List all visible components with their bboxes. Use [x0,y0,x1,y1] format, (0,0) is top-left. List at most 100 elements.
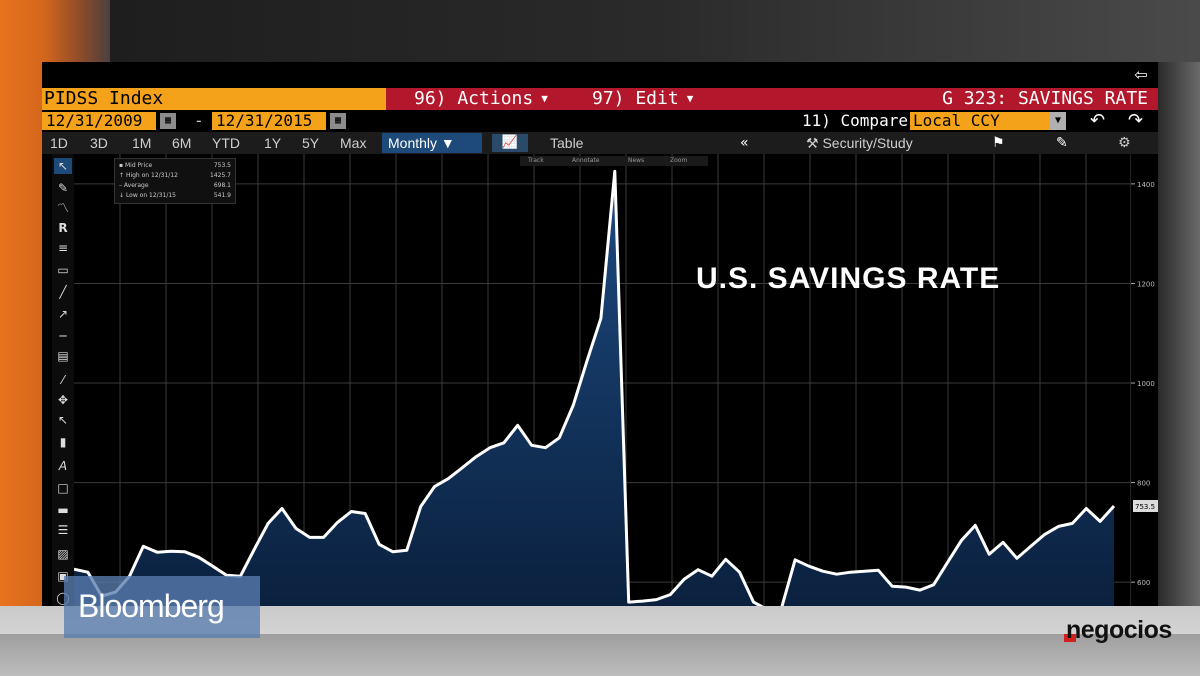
period-1y[interactable]: 1Y [264,135,282,151]
ticker-field[interactable]: PIDSS Index [42,88,386,110]
legend-item: – Average [119,182,149,189]
period-toolbar: 1D 3D 1M 6M YTD 1Y 5Y Max Monthly ▼ 📈 Ta… [42,132,1158,154]
security-study-label: Security/Study [822,135,913,151]
period-1m[interactable]: 1M [132,135,152,151]
annotate-tool[interactable]: Annotate [572,157,600,164]
trash-icon[interactable]: ▮ [59,435,67,449]
series-area-fill [74,171,1114,622]
security-study-button[interactable]: ⚒ Security/Study [806,132,913,154]
legend-item: ↑ High on 12/31/12 [119,172,178,179]
legend-value: 541.9 [213,192,231,199]
zoom-tool[interactable]: Zoom [670,157,688,164]
undo-icon[interactable]: ↶ [1090,110,1106,131]
legend-label: Mid Price [124,162,153,169]
hatch-icon[interactable]: ▨ [57,547,69,561]
cursor-icon[interactable]: ↖ [54,158,72,174]
study-icon: ⚒ [806,135,819,151]
chart-annotation: U.S. SAVINGS RATE [696,262,1001,295]
news-tool[interactable]: News [628,157,645,164]
actions-menu[interactable]: 96) Actions ▼ [414,88,548,110]
currency-select[interactable]: Local CCY [910,112,1050,130]
legend-value: 698.1 [213,182,231,189]
legend-value: 1425.7 [210,172,231,179]
y-tick-label: 1400 [1137,181,1155,189]
chevron-down-icon: ▼ [686,92,694,105]
legend-value: 753.5 [213,162,231,169]
period-ytd[interactable]: YTD [212,135,240,151]
period-3d[interactable]: 3D [90,135,108,151]
frequency-dropdown[interactable]: Monthly ▼ [382,133,482,153]
trend-icon[interactable]: 〽 [56,201,69,215]
y-axis-labels: 600 800 1000 1200 1400 753.5 [1131,181,1158,587]
redo-icon[interactable]: ↷ [1128,110,1144,131]
pencil-icon[interactable]: ✎ [1056,135,1068,151]
select-icon[interactable]: ↖ [57,413,69,427]
legend-item: ↓ Low on 12/31/15 [119,192,176,199]
period-5y[interactable]: 5Y [302,135,320,151]
flag-icon[interactable]: ⚑ [992,135,1005,151]
line-width-icon[interactable]: ☰ [57,523,69,537]
chevron-down-icon: ▼ [440,135,455,151]
end-date-field[interactable]: 12/31/2015 [212,112,326,130]
legend-label: Low on 12/31/15 [125,192,176,199]
text-tool-icon[interactable]: A [58,459,68,473]
frequency-label: Monthly [388,135,438,151]
actions-label: 96) Actions [414,88,534,109]
edit-label: 97) Edit [592,88,679,109]
header-menu-bar: 96) Actions ▼ 97) Edit ▼ G 323: SAVINGS RA… [386,88,1158,110]
drawing-toolbar: ↖ ✎ 〽 R ≡ ▭ ╱ ↗ ─ ▤ ⁄ ✥ ↖ ▮ A □ ▬ ☰ ▨ ▣ … [52,154,74,622]
page-title: G 323: SAVINGS RATE [942,88,1148,109]
line-tool-icon[interactable]: ╱ [59,285,67,299]
savings-rate-chart [74,154,1130,622]
pen-tool-icon[interactable]: ✎ [57,181,69,195]
header-bar: PIDSS Index 96) Actions ▼ 97) Edit ▼ G 323… [42,88,1158,110]
compare-button[interactable]: 11) Compare [802,111,908,130]
y-tick-label: 600 [1137,579,1150,587]
regression-icon[interactable]: R [58,221,68,235]
period-1d[interactable]: 1D [50,135,68,151]
legend-label: High on 12/31/12 [125,172,178,179]
channel-icon[interactable]: ▤ [57,349,69,363]
window-top-strip: ⇦ [42,62,1158,88]
series-line [74,169,1116,612]
bloomberg-logo-text: Bloomberg [78,588,225,624]
chevron-down-icon: ▼ [541,92,548,105]
background-right [1158,62,1200,622]
brush-icon[interactable]: ⁄ [61,373,64,387]
chart-mini-toolbar: Track Annotate News Zoom [520,156,708,166]
legend-label: Average [123,182,149,189]
horizontal-line-icon[interactable]: ─ [59,329,67,343]
line-style-icon[interactable]: ▬ [57,503,69,517]
color-swatch-icon[interactable]: □ [57,481,69,495]
start-date-field[interactable]: 12/31/2009 [42,112,156,130]
bloomberg-terminal-screen: ⇦ PIDSS Index 96) Actions ▼ 97) Edit ▼ G 3… [42,62,1158,622]
back-arrow-icon[interactable]: ⇦ [1134,65,1148,84]
calendar-icon[interactable]: ▦ [330,113,346,129]
bloomberg-logo: Bloomberg [64,576,260,638]
negocios-logo-mark [1064,634,1076,642]
period-6m[interactable]: 6M [172,135,192,151]
track-tool[interactable]: Track [528,157,544,164]
fibonacci-icon[interactable]: ≡ [57,241,69,255]
lock-icon[interactable]: ▣ [57,569,69,583]
chart-area[interactable]: ▪ Mid Price 753.5 ↑ High on 12/31/12 142… [74,154,1130,622]
calendar-icon[interactable]: ▦ [160,113,176,129]
y-tick-label: 1000 [1137,380,1155,388]
y-tick-label: 800 [1137,480,1150,488]
line-chart-icon[interactable]: 📈 [492,134,528,152]
current-value-text: 753.5 [1135,503,1155,511]
current-value-tag [1133,499,1158,512]
chart-legend: ▪ Mid Price 753.5 ↑ High on 12/31/12 142… [114,158,236,204]
period-max[interactable]: Max [340,135,367,151]
edit-menu[interactable]: 97) Edit ▼ [592,88,693,110]
move-icon[interactable]: ✥ [57,393,69,407]
chevron-down-icon[interactable]: ▼ [1050,112,1066,130]
rectangle-icon[interactable]: ▭ [57,263,69,277]
arrow-tool-icon[interactable]: ↗ [57,307,69,321]
date-range-bar: 12/31/2009 ▦ - 12/31/2015 ▦ 11) Compare … [42,110,1158,132]
background-top [110,0,1200,62]
table-button[interactable]: Table [550,135,584,151]
gear-icon[interactable]: ⚙ [1118,135,1131,151]
collapse-icon[interactable]: « [740,135,749,151]
legend-item: ▪ Mid Price [119,162,153,169]
